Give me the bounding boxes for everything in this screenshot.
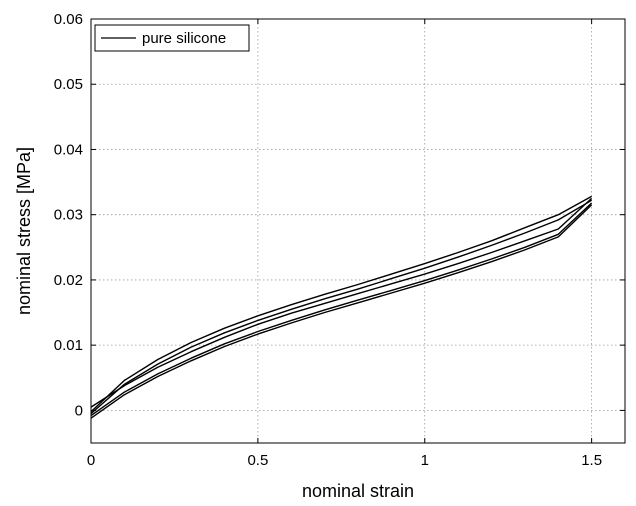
y-tick-label: 0.06	[54, 11, 83, 28]
x-axis-label: nominal strain	[302, 481, 414, 501]
series-line-3	[90, 204, 593, 419]
series-line-4	[90, 195, 592, 413]
legend-label: pure silicone	[142, 30, 226, 47]
y-tick-label: 0.02	[54, 272, 83, 289]
plot-frame	[90, 18, 626, 444]
grid-layer	[91, 19, 625, 443]
x-tick-label: 0.5	[247, 452, 268, 469]
series-line-5	[90, 199, 592, 415]
x-tick-label: 0	[87, 452, 95, 469]
legend: pure silicone	[94, 24, 250, 52]
y-tick-label: 0.03	[54, 207, 83, 224]
y-tick-label: 0.05	[54, 76, 83, 93]
series-layer	[90, 195, 593, 419]
y-axis-label: nominal stress [MPa]	[14, 147, 34, 315]
series-line-2	[90, 202, 593, 417]
series-line-1	[90, 197, 593, 408]
tick-layer: 0 0.5 1 1.5 0 0.01 0.02 0.03 0.04 0.05 0.06	[54, 11, 625, 469]
y-tick-label: 0.01	[54, 337, 83, 354]
x-tick-label: 1.5	[581, 452, 602, 469]
y-tick-label: 0.04	[54, 141, 83, 158]
x-tick-label: 1	[421, 452, 429, 469]
y-tick-label: 0	[75, 402, 83, 419]
